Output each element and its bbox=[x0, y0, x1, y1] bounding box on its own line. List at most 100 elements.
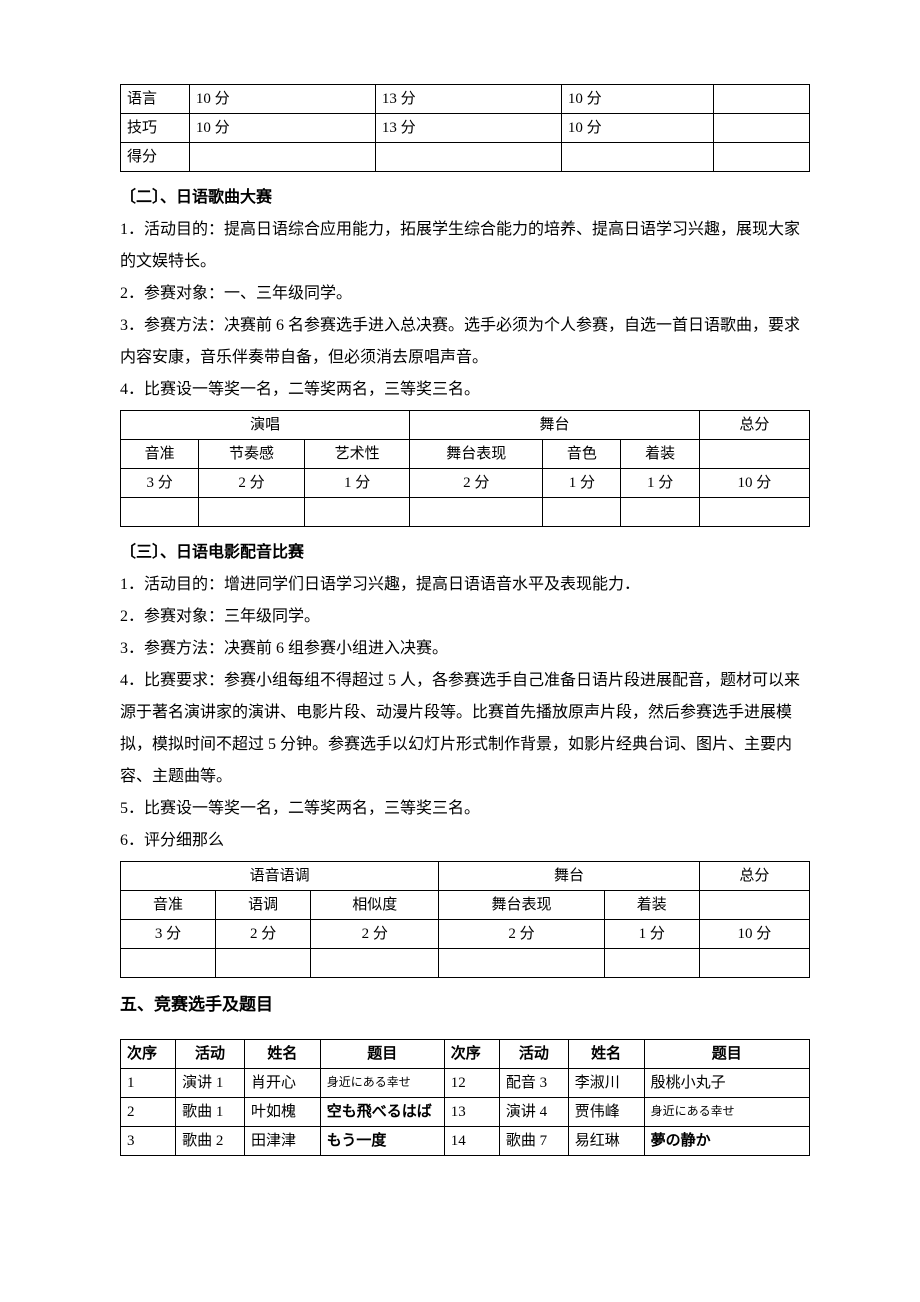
cell: 相似度 bbox=[311, 891, 439, 920]
cell: 贾伟峰 bbox=[568, 1098, 644, 1127]
section-2-p3: 3．参赛方法：决赛前 6 名参赛选手进入总决赛。选手必须为个人参赛，自选一首日语… bbox=[120, 310, 810, 374]
table-row: 3 分 2 分 2 分 2 分 1 分 10 分 bbox=[121, 920, 810, 949]
cell: 空も飛べるはば bbox=[320, 1098, 444, 1127]
cell: 音准 bbox=[121, 440, 199, 469]
cell: 2 分 bbox=[216, 920, 311, 949]
cell: 13 bbox=[444, 1098, 499, 1127]
cell: 10 分 bbox=[189, 85, 375, 114]
table-row bbox=[121, 949, 810, 978]
cell: 肖开心 bbox=[245, 1069, 321, 1098]
cell: 技巧 bbox=[121, 114, 190, 143]
cell: 次序 bbox=[121, 1040, 176, 1069]
section-3-p3: 3．参赛方法：决赛前 6 组参赛小组进入决赛。 bbox=[120, 633, 810, 665]
table-row: 演唱 舞台 总分 bbox=[121, 411, 810, 440]
song-score-table: 演唱 舞台 总分 音准 节奏感 艺术性 舞台表现 音色 着装 3 分 2 分 1… bbox=[120, 410, 810, 527]
cell: 田津津 bbox=[245, 1127, 321, 1156]
cell: 13 分 bbox=[375, 85, 561, 114]
cell: 语言 bbox=[121, 85, 190, 114]
section-3-p2: 2．参赛对象：三年级同学。 bbox=[120, 601, 810, 633]
cell: 舞台 bbox=[410, 411, 699, 440]
cell: 2 分 bbox=[199, 469, 305, 498]
cell: 10 分 bbox=[561, 85, 713, 114]
cell: 演讲 4 bbox=[499, 1098, 568, 1127]
cell: 节奏感 bbox=[199, 440, 305, 469]
cell: 易红琳 bbox=[568, 1127, 644, 1156]
cell: 题目 bbox=[644, 1040, 809, 1069]
cell: 活动 bbox=[499, 1040, 568, 1069]
cell: 语音语调 bbox=[121, 862, 439, 891]
cell: 1 分 bbox=[543, 469, 621, 498]
cell bbox=[713, 114, 810, 143]
section-3-p5: 5．比赛设一等奖一名，二等奖两名，三等奖三名。 bbox=[120, 793, 810, 825]
cell: 次序 bbox=[444, 1040, 499, 1069]
cell: 歌曲 2 bbox=[176, 1127, 245, 1156]
cell bbox=[189, 143, 375, 172]
cell bbox=[121, 949, 216, 978]
table-row: 3 歌曲 2 田津津 もう一度 14 歌曲 7 易红琳 夢の静か bbox=[121, 1127, 810, 1156]
cell: 10 分 bbox=[189, 114, 375, 143]
cell: 10 分 bbox=[699, 469, 809, 498]
cell: 3 bbox=[121, 1127, 176, 1156]
table-row: 次序 活动 姓名 题目 次序 活动 姓名 题目 bbox=[121, 1040, 810, 1069]
cell: 殷桃小丸子 bbox=[644, 1069, 809, 1098]
section-3-p1: 1．活动目的：增进同学们日语学习兴趣，提高日语语音水平及表现能力． bbox=[120, 569, 810, 601]
dubbing-score-table: 语音语调 舞台 总分 音准 语调 相似度 舞台表现 着装 3 分 2 分 2 分… bbox=[120, 861, 810, 978]
cell: 2 分 bbox=[410, 469, 543, 498]
section-3-p4: 4．比赛要求：参赛小组每组不得超过 5 人，各参赛选手自己准备日语片段进展配音，… bbox=[120, 665, 810, 793]
table-row: 得分 bbox=[121, 143, 810, 172]
cell: 1 bbox=[121, 1069, 176, 1098]
cell: 身近にある幸せ bbox=[320, 1069, 444, 1098]
cell: 夢の静か bbox=[644, 1127, 809, 1156]
cell: 身近にある幸せ bbox=[644, 1098, 809, 1127]
cell: 舞台表现 bbox=[439, 891, 604, 920]
table-row bbox=[121, 498, 810, 527]
cell: 1 分 bbox=[604, 920, 699, 949]
section-5-heading: 五、竞赛选手及题目 bbox=[120, 988, 810, 1022]
cell bbox=[121, 498, 199, 527]
cell: 歌曲 7 bbox=[499, 1127, 568, 1156]
cell: もう一度 bbox=[320, 1127, 444, 1156]
cell bbox=[713, 85, 810, 114]
cell: 3 分 bbox=[121, 920, 216, 949]
cell: 着装 bbox=[604, 891, 699, 920]
section-3-p6: 6．评分细那么 bbox=[120, 825, 810, 857]
cell: 10 分 bbox=[699, 920, 809, 949]
section-2-p4: 4．比赛设一等奖一名，二等奖两名，三等奖三名。 bbox=[120, 374, 810, 406]
cell: 歌曲 1 bbox=[176, 1098, 245, 1127]
cell: 音准 bbox=[121, 891, 216, 920]
cell: 演唱 bbox=[121, 411, 410, 440]
section-3-heading: 〔三〕、日语电影配音比赛 bbox=[120, 537, 810, 569]
cell: 总分 bbox=[699, 862, 809, 891]
table-row: 1 演讲 1 肖开心 身近にある幸せ 12 配音 3 李淑川 殷桃小丸子 bbox=[121, 1069, 810, 1098]
cell: 语调 bbox=[216, 891, 311, 920]
cell: 着装 bbox=[621, 440, 699, 469]
cell bbox=[561, 143, 713, 172]
cell bbox=[713, 143, 810, 172]
cell: 艺术性 bbox=[304, 440, 410, 469]
cell: 2 分 bbox=[311, 920, 439, 949]
cell: 叶如槐 bbox=[245, 1098, 321, 1127]
cell: 配音 3 bbox=[499, 1069, 568, 1098]
section-2-p1: 1．活动目的：提高日语综合应用能力，拓展学生综合能力的培养、提高日语学习兴趣，展… bbox=[120, 214, 810, 278]
cell: 题目 bbox=[320, 1040, 444, 1069]
cell: 2 bbox=[121, 1098, 176, 1127]
cell: 12 bbox=[444, 1069, 499, 1098]
table-row: 语言 10 分 13 分 10 分 bbox=[121, 85, 810, 114]
cell: 13 分 bbox=[375, 114, 561, 143]
cell: 3 分 bbox=[121, 469, 199, 498]
cell bbox=[699, 891, 809, 920]
cell: 李淑川 bbox=[568, 1069, 644, 1098]
cell: 活动 bbox=[176, 1040, 245, 1069]
table-row: 音准 语调 相似度 舞台表现 着装 bbox=[121, 891, 810, 920]
contestant-table: 次序 活动 姓名 题目 次序 活动 姓名 题目 1 演讲 1 肖开心 身近にある… bbox=[120, 1039, 810, 1156]
cell: 姓名 bbox=[245, 1040, 321, 1069]
cell: 舞台 bbox=[439, 862, 699, 891]
score-table-1: 语言 10 分 13 分 10 分 技巧 10 分 13 分 10 分 得分 bbox=[120, 84, 810, 172]
cell: 演讲 1 bbox=[176, 1069, 245, 1098]
cell: 姓名 bbox=[568, 1040, 644, 1069]
table-row: 技巧 10 分 13 分 10 分 bbox=[121, 114, 810, 143]
table-row: 语音语调 舞台 总分 bbox=[121, 862, 810, 891]
cell bbox=[699, 440, 809, 469]
table-row: 3 分 2 分 1 分 2 分 1 分 1 分 10 分 bbox=[121, 469, 810, 498]
cell: 舞台表现 bbox=[410, 440, 543, 469]
